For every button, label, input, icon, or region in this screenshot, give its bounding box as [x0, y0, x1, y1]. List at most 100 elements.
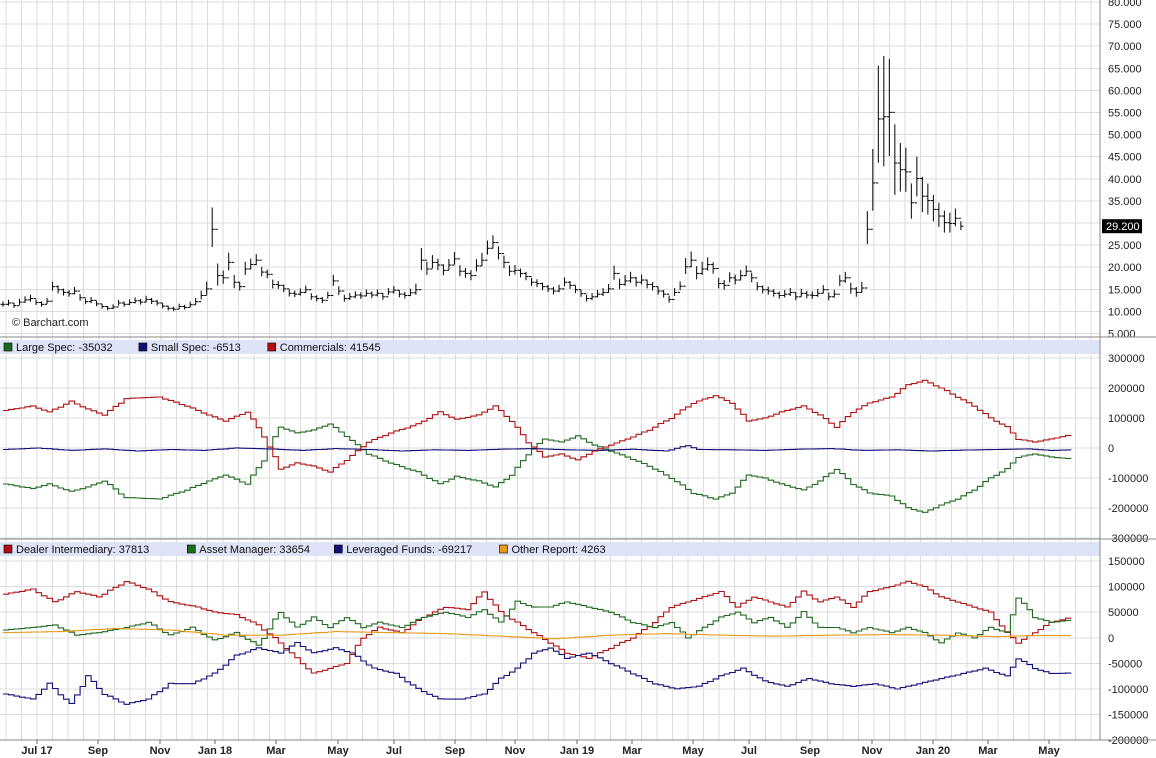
- legend-entry: Large Spec: -35032: [16, 342, 113, 354]
- price-bar: [248, 258, 254, 270]
- y-tick-label: 60.000: [1108, 85, 1142, 97]
- price-bar: [941, 210, 947, 233]
- price-bar: [655, 286, 661, 295]
- y-tick-label: 20.000: [1108, 262, 1142, 274]
- price-bar: [330, 274, 336, 296]
- legend-swatch: [138, 342, 148, 352]
- price-bar: [215, 228, 221, 286]
- price-bar: [864, 211, 870, 289]
- price-bar: [297, 288, 303, 296]
- price-bar: [947, 212, 953, 233]
- x-tick-label: Nov: [862, 745, 884, 757]
- leveraged-funds-series-line: [3, 641, 1072, 705]
- price-bar: [473, 259, 479, 277]
- price-bar: [50, 281, 56, 302]
- price-bar: [534, 279, 540, 288]
- price-bar: [528, 276, 534, 286]
- price-bar: [606, 284, 612, 293]
- price-bar: [628, 271, 634, 283]
- price-bar: [650, 282, 656, 291]
- price-bar: [820, 285, 826, 294]
- price-bar: [661, 290, 667, 298]
- price-bar: [39, 301, 45, 307]
- price-bar: [809, 291, 815, 299]
- price-bar: [567, 280, 573, 289]
- price-bar: [303, 285, 309, 294]
- y-tick-label: 150000: [1108, 556, 1145, 568]
- price-bar: [154, 299, 160, 306]
- x-tick-label: May: [682, 745, 704, 757]
- price-bar: [270, 273, 276, 289]
- y-tick-label: -100000: [1108, 473, 1148, 485]
- price-bar: [237, 281, 243, 291]
- price-bar: [462, 268, 468, 278]
- price-bar: [440, 264, 446, 276]
- y-tick-label: 50000: [1108, 607, 1139, 619]
- price-bar: [848, 277, 854, 294]
- x-tick-label: Sep: [800, 745, 820, 757]
- x-tick-label: May: [327, 745, 349, 757]
- x-tick-label: Jul: [386, 745, 402, 757]
- y-tick-label: 100000: [1108, 582, 1145, 594]
- price-bar: [83, 297, 89, 305]
- price-bar: [738, 270, 744, 281]
- x-tick-label: Nov: [505, 745, 527, 757]
- price-bar: [17, 298, 23, 307]
- price-bar: [369, 291, 375, 299]
- price-bar: [165, 305, 171, 311]
- price-bar: [551, 286, 557, 295]
- price-bar: [859, 281, 865, 293]
- x-tick-label: Nov: [150, 745, 172, 757]
- x-tick-label: Mar: [978, 745, 998, 757]
- price-bar: [204, 281, 210, 296]
- last-value-label: 29.200: [1106, 221, 1140, 233]
- legend-entry: Small Spec: -6513: [151, 342, 241, 354]
- y-tick-label: 0: [1108, 633, 1114, 645]
- price-bar: [281, 284, 287, 293]
- price-bar: [584, 293, 590, 302]
- price-bar: [853, 287, 859, 297]
- price-bar: [512, 264, 518, 275]
- y-tick-label: 35.000: [1108, 196, 1142, 208]
- price-bar: [319, 296, 325, 304]
- price-bar: [716, 268, 722, 289]
- price-bar: [66, 290, 72, 297]
- price-bar: [622, 275, 628, 286]
- price-bar: [341, 290, 347, 302]
- y-tick-label: 40.000: [1108, 174, 1142, 186]
- dealer-intermediary-series-line: [3, 580, 1072, 674]
- price-panel: [0, 56, 964, 312]
- price-bar: [242, 261, 248, 288]
- price-bar: [633, 276, 639, 287]
- price-bar: [749, 270, 755, 283]
- price-bar: [705, 257, 711, 271]
- price-bar: [429, 255, 435, 270]
- price-bar: [919, 176, 925, 213]
- price-bar: [396, 289, 402, 298]
- price-bar: [253, 254, 259, 266]
- price-bar: [72, 286, 78, 295]
- price-bar: [259, 259, 265, 277]
- price-bar: [325, 291, 331, 301]
- cot-disaggregated-panel: Dealer Intermediary: 37813 Asset Manager:…: [0, 542, 1100, 705]
- price-bar: [391, 286, 397, 294]
- price-bar: [699, 261, 705, 275]
- price-bar: [688, 251, 694, 268]
- small-spec-series-line: [3, 445, 1072, 452]
- y-tick-label: 45.000: [1108, 152, 1142, 164]
- price-bar: [99, 303, 105, 309]
- price-bar: [418, 248, 424, 291]
- y-tick-label: 50.000: [1108, 130, 1142, 142]
- price-bar: [182, 304, 188, 310]
- price-bar: [617, 272, 623, 290]
- price-bar: [776, 291, 782, 299]
- y-tick-label: 80.000: [1108, 0, 1142, 9]
- y-tick-label: 200000: [1108, 383, 1145, 395]
- price-bar: [347, 292, 353, 300]
- price-bar: [264, 269, 270, 279]
- price-bar: [457, 258, 463, 277]
- price-bar: [110, 304, 116, 310]
- x-tick-label: Jan 20: [916, 745, 950, 757]
- price-bar: [363, 289, 369, 297]
- y-tick-label: -50000: [1108, 658, 1142, 670]
